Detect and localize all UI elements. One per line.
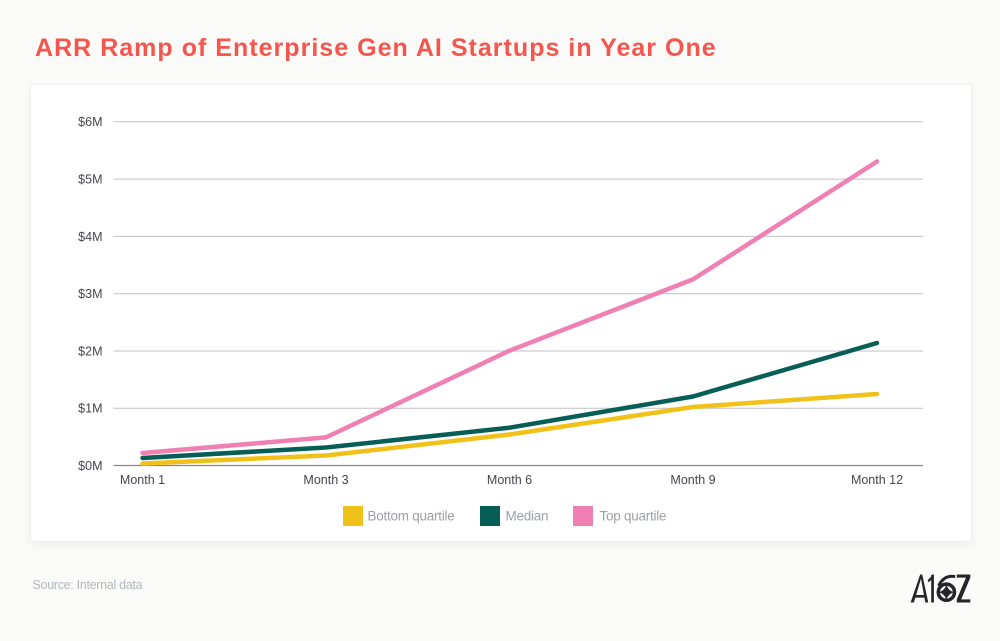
- svg-text:Month 12: Month 12: [851, 473, 903, 487]
- svg-text:Top quartile: Top quartile: [600, 508, 667, 523]
- svg-text:Month 1: Month 1: [120, 473, 165, 487]
- svg-text:Month 9: Month 9: [670, 473, 715, 487]
- svg-text:$4M: $4M: [78, 230, 102, 244]
- svg-text:$1M: $1M: [78, 402, 102, 416]
- svg-text:$5M: $5M: [78, 173, 102, 187]
- svg-text:$2M: $2M: [78, 344, 102, 358]
- svg-text:Median: Median: [506, 508, 549, 523]
- svg-text:Bottom quartile: Bottom quartile: [368, 508, 455, 523]
- svg-text:Month 3: Month 3: [303, 473, 348, 487]
- svg-text:$3M: $3M: [78, 287, 102, 301]
- svg-text:Source: Internal data: Source: Internal data: [33, 578, 143, 592]
- svg-text:$6M: $6M: [78, 115, 102, 129]
- svg-text:Month 6: Month 6: [487, 473, 532, 487]
- svg-text:$0M: $0M: [78, 459, 102, 473]
